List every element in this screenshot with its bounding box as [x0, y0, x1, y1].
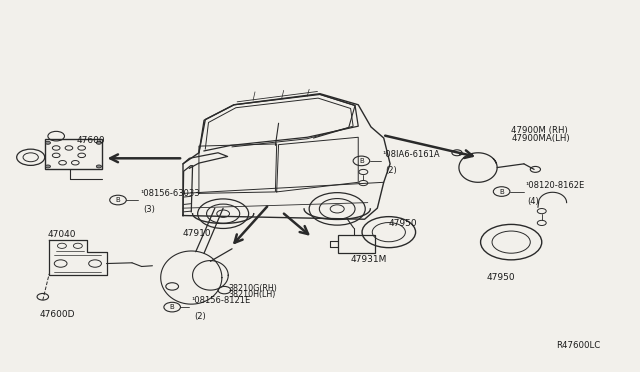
- Text: (4): (4): [528, 197, 540, 206]
- Text: (3): (3): [143, 205, 155, 214]
- Text: 47600D: 47600D: [40, 310, 75, 319]
- Text: B: B: [170, 304, 175, 310]
- Circle shape: [97, 141, 101, 144]
- Text: 47900MA(LH): 47900MA(LH): [511, 134, 570, 142]
- Text: 38210G(RH): 38210G(RH): [228, 284, 277, 293]
- Text: 47950: 47950: [389, 219, 417, 228]
- Text: 47900M (RH): 47900M (RH): [511, 126, 568, 135]
- Circle shape: [97, 165, 101, 168]
- Circle shape: [45, 141, 51, 144]
- Text: ¹08IA6-6161A: ¹08IA6-6161A: [383, 150, 440, 159]
- Text: ¹08156-63033: ¹08156-63033: [140, 189, 200, 198]
- Text: B: B: [499, 189, 504, 195]
- Text: 47950: 47950: [487, 273, 516, 282]
- Text: 38210H(LH): 38210H(LH): [228, 291, 276, 299]
- Text: ¹08120-8162E: ¹08120-8162E: [525, 181, 584, 190]
- Bar: [45, 139, 102, 169]
- Text: 47040: 47040: [47, 230, 76, 239]
- Text: 47600: 47600: [77, 137, 105, 145]
- Circle shape: [45, 165, 51, 168]
- Text: 47931M: 47931M: [351, 255, 387, 264]
- Text: B: B: [359, 158, 364, 164]
- Text: (2): (2): [385, 166, 397, 175]
- Bar: [338, 235, 375, 253]
- Text: B: B: [116, 197, 120, 203]
- Text: R47600LC: R47600LC: [556, 341, 600, 350]
- Text: 47910: 47910: [183, 229, 212, 238]
- Text: ¹08156-8121E: ¹08156-8121E: [191, 296, 250, 305]
- Text: (2): (2): [194, 312, 205, 321]
